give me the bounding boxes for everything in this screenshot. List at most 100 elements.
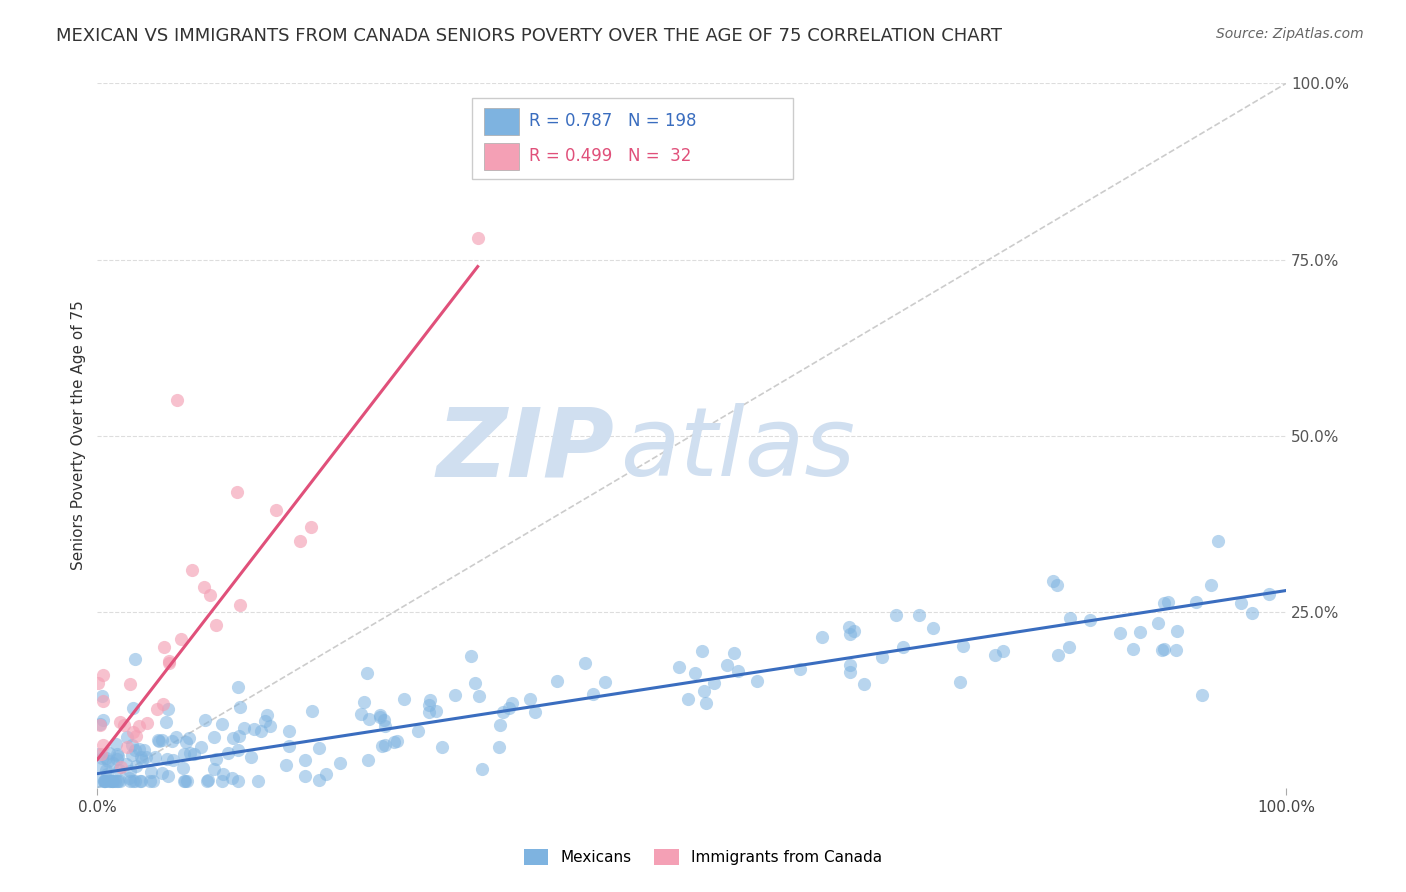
Point <box>276 758 298 772</box>
Point <box>202 762 225 776</box>
Point <box>842 624 865 639</box>
Point <box>226 680 249 694</box>
Point <box>329 756 352 770</box>
Point <box>678 692 700 706</box>
Legend: Mexicans, Immigrants from Canada: Mexicans, Immigrants from Canada <box>517 843 889 871</box>
Point <box>382 734 405 748</box>
Point <box>204 730 226 744</box>
Point <box>93 773 115 788</box>
Point <box>368 707 391 722</box>
Point <box>93 773 115 788</box>
Point <box>1166 624 1188 638</box>
Point <box>264 503 287 517</box>
Point <box>94 764 117 778</box>
Point <box>277 723 299 738</box>
Point <box>194 714 217 728</box>
Point <box>229 700 252 714</box>
Point <box>418 706 440 720</box>
Point <box>406 723 429 738</box>
Point <box>949 674 972 689</box>
Point <box>190 739 212 754</box>
Text: MEXICAN VS IMMIGRANTS FROM CANADA SENIORS POVERTY OVER THE AGE OF 75 CORRELATION: MEXICAN VS IMMIGRANTS FROM CANADA SENIOR… <box>56 27 1002 45</box>
Point <box>98 746 121 760</box>
Point <box>984 648 1007 663</box>
Point <box>205 751 228 765</box>
Point <box>197 772 219 787</box>
Point <box>259 719 281 733</box>
Point <box>254 714 277 728</box>
Point <box>884 607 907 622</box>
Point <box>93 739 115 753</box>
Point <box>156 769 179 783</box>
Point <box>519 692 541 706</box>
Point <box>1046 578 1069 592</box>
Point <box>120 773 142 788</box>
Point <box>308 741 330 756</box>
Point <box>205 618 228 632</box>
Point <box>294 753 316 767</box>
Point <box>467 689 489 703</box>
Point <box>1046 648 1069 662</box>
Point <box>118 677 141 691</box>
Point <box>299 520 322 534</box>
Text: atlas: atlas <box>620 403 855 496</box>
Point <box>117 740 139 755</box>
Point <box>489 718 512 732</box>
Point <box>789 662 811 676</box>
Point <box>870 649 893 664</box>
Point <box>1164 643 1187 657</box>
Point <box>211 717 233 731</box>
Point <box>124 743 146 757</box>
Point <box>593 675 616 690</box>
Point <box>107 749 129 764</box>
Point <box>125 729 148 743</box>
Point <box>97 754 120 768</box>
Point <box>96 751 118 765</box>
Point <box>98 773 121 788</box>
Point <box>922 621 945 635</box>
Point <box>105 737 128 751</box>
Point <box>693 684 716 698</box>
Point <box>716 658 738 673</box>
Point <box>90 747 112 761</box>
Point <box>120 764 142 778</box>
Point <box>353 695 375 709</box>
Point <box>105 773 128 788</box>
Point <box>228 729 250 743</box>
Text: R = 0.787   N = 198: R = 0.787 N = 198 <box>529 112 696 129</box>
Point <box>104 773 127 788</box>
Point <box>146 702 169 716</box>
Point <box>492 705 515 719</box>
Point <box>87 747 110 762</box>
Point <box>91 713 114 727</box>
Point <box>703 676 725 690</box>
Point <box>141 773 163 788</box>
Point <box>470 763 492 777</box>
Point <box>128 742 150 756</box>
Point <box>101 773 124 788</box>
Point <box>891 640 914 654</box>
Point <box>103 773 125 788</box>
Point <box>683 665 706 680</box>
Point <box>952 639 974 653</box>
Point <box>256 707 278 722</box>
Point <box>118 771 141 785</box>
Point <box>368 709 391 723</box>
Point <box>1059 611 1081 625</box>
Point <box>96 767 118 781</box>
Point <box>166 393 188 408</box>
Point <box>747 674 769 689</box>
Point <box>359 712 381 726</box>
Text: R = 0.499   N =  32: R = 0.499 N = 32 <box>529 147 692 165</box>
Point <box>177 731 200 745</box>
Point <box>112 717 135 731</box>
Point <box>232 721 254 735</box>
Point <box>226 773 249 788</box>
Point <box>546 673 568 688</box>
Point <box>90 690 112 704</box>
Point <box>93 773 115 788</box>
Point <box>278 739 301 753</box>
Point <box>392 692 415 706</box>
Point <box>839 657 862 672</box>
Point <box>124 773 146 788</box>
